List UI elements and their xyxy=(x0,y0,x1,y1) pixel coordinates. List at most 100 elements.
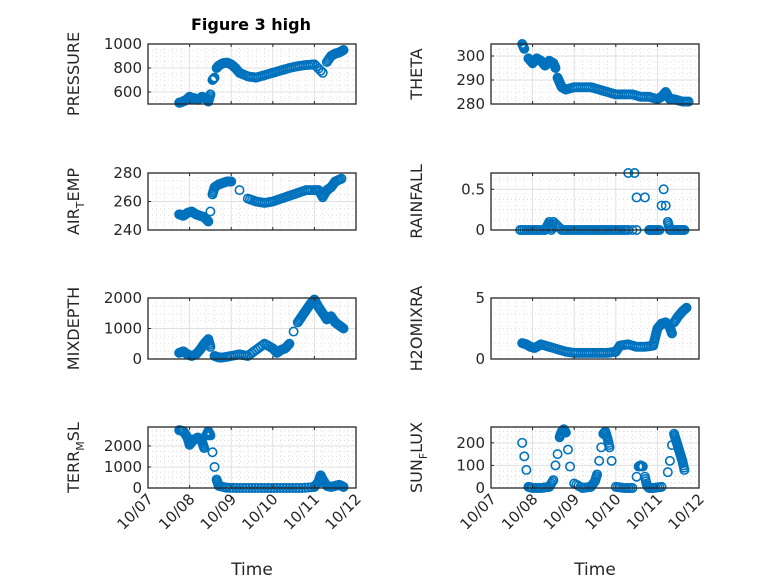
y-axis-label: PRESSURE xyxy=(64,32,83,116)
y-tick-label: 1000 xyxy=(104,320,142,338)
y-tick-label: 800 xyxy=(113,59,142,77)
y-axis-label-main: TERR xyxy=(64,451,83,494)
axes-box xyxy=(490,43,700,105)
y-axis-label: AIRTEMP xyxy=(64,168,87,235)
y-axis-label: TERRMSL xyxy=(64,422,87,494)
data-point xyxy=(660,200,671,211)
data-point xyxy=(565,461,576,472)
x-tick-label: 10/09 xyxy=(540,490,583,533)
data-point xyxy=(204,91,215,102)
y-axis-label-subscript: T xyxy=(74,201,87,209)
panel-pressure: 600 800 1000 PRESSURE xyxy=(64,32,357,116)
y-tick-label: 0 xyxy=(475,479,485,497)
y-tick-label: 5 xyxy=(475,289,485,307)
data-point xyxy=(337,45,348,56)
axes-box xyxy=(147,426,357,489)
data-point xyxy=(678,305,689,316)
data-point xyxy=(313,63,324,74)
data-point xyxy=(521,464,532,475)
data-point xyxy=(547,476,558,487)
data-point xyxy=(315,65,326,76)
panel-terr-msl: 10/0710/0810/0910/1010/1110/12010002000T… xyxy=(64,422,365,580)
y-axis-label: RAINFALL xyxy=(407,164,426,239)
data-point xyxy=(654,482,665,493)
data-point xyxy=(281,342,292,353)
y-tick-label: 2000 xyxy=(104,289,142,307)
y-axis-label: H2OMIXRA xyxy=(407,286,426,372)
data-point xyxy=(604,440,615,451)
y-axis-label-tail: SL xyxy=(64,422,83,441)
data-point xyxy=(198,441,209,452)
x-tick-label: 10/08 xyxy=(498,490,541,533)
data-point xyxy=(283,339,294,350)
y-axis-label-main: AIR xyxy=(64,208,83,235)
x-tick-label: 10/10 xyxy=(238,490,281,533)
y-axis-label-subscript: M xyxy=(74,441,87,451)
panel-rainfall: 0 0.5 RAINFALL xyxy=(407,164,700,239)
y-axis-label-main: H2OMIXRA xyxy=(407,286,426,372)
figure-title: Figure 3 high xyxy=(191,15,311,34)
axes-box xyxy=(490,172,700,231)
y-tick-label: 290 xyxy=(456,71,485,89)
y-tick-label: 1000 xyxy=(104,458,142,476)
data-point xyxy=(282,191,293,202)
x-tick-label: 10/11 xyxy=(623,490,666,533)
y-tick-label: 0 xyxy=(132,479,142,497)
data-point xyxy=(334,174,345,185)
data-point xyxy=(207,447,218,458)
y-tick-label: 280 xyxy=(456,95,485,113)
data-point xyxy=(202,215,213,226)
panel-h2omixra: 0 5 H2OMIXRA xyxy=(407,286,700,372)
data-point xyxy=(549,61,560,72)
data-point xyxy=(562,444,573,455)
data-point xyxy=(234,185,245,196)
data-point xyxy=(247,347,258,358)
data-point xyxy=(337,322,348,333)
data-point xyxy=(552,449,563,460)
data-point xyxy=(658,184,669,195)
data-point xyxy=(591,471,602,482)
data-point xyxy=(664,222,675,233)
data-point xyxy=(209,461,220,472)
x-tick-label: 10/08 xyxy=(155,490,198,533)
y-tick-label: 0 xyxy=(475,350,485,368)
y-axis-label-main: THETA xyxy=(407,48,426,100)
x-tick-label: 10/12 xyxy=(322,490,365,533)
data-point xyxy=(290,188,301,199)
x-tick-label: 10/12 xyxy=(665,490,708,533)
y-tick-label: 0 xyxy=(475,221,485,239)
panel-sun-flux: 10/0710/0810/0910/1010/1110/120100200SUN… xyxy=(407,422,708,580)
data-point xyxy=(519,451,530,462)
data-point xyxy=(639,192,650,203)
y-tick-label: 240 xyxy=(113,221,142,239)
x-tick-label: 10/11 xyxy=(280,490,323,533)
y-tick-label: 600 xyxy=(113,83,142,101)
y-axis-label: MIXDEPTH xyxy=(64,287,83,370)
x-axis-label: Time xyxy=(573,560,616,580)
data-point xyxy=(662,467,673,478)
y-tick-label: 200 xyxy=(456,434,485,452)
data-point xyxy=(288,326,299,337)
data-point xyxy=(637,461,648,472)
data-point xyxy=(559,84,570,95)
data-point xyxy=(517,437,528,448)
axes-box xyxy=(490,426,700,489)
y-tick-label: 260 xyxy=(113,193,142,211)
data-point xyxy=(204,429,215,440)
panel-air-temp: 240 260 280 AIRTEMP xyxy=(64,164,357,239)
y-axis-label: THETA xyxy=(407,48,426,100)
data-point xyxy=(681,302,692,313)
y-tick-label: 100 xyxy=(456,456,485,474)
axes-box xyxy=(147,43,357,105)
data-point xyxy=(209,73,220,84)
y-axis-label-main: MIXDEPTH xyxy=(64,287,83,370)
y-tick-label: 300 xyxy=(456,47,485,65)
data-point xyxy=(337,481,348,492)
y-axis-label-tail: EMP xyxy=(64,168,83,202)
data-point xyxy=(606,455,617,466)
y-axis-label: SUNFLUX xyxy=(407,422,430,493)
y-tick-label: 0 xyxy=(132,350,142,368)
data-point xyxy=(200,213,211,224)
x-axis-label: Time xyxy=(230,560,273,580)
